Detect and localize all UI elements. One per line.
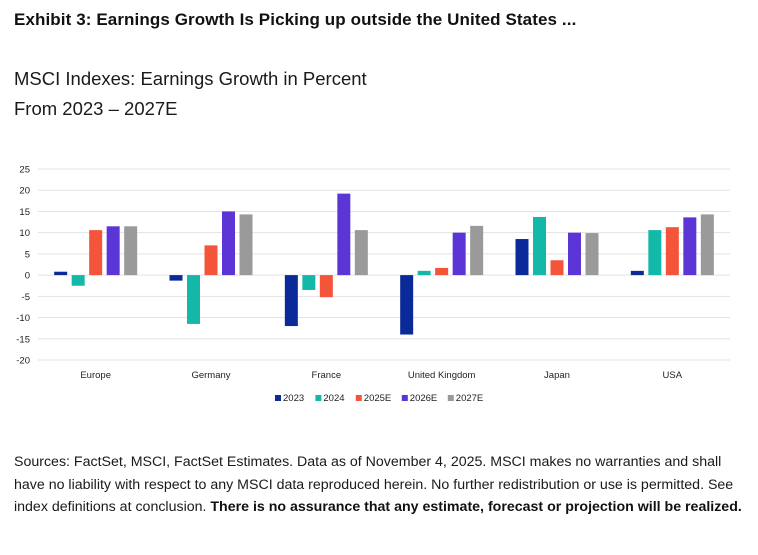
y-tick-label: -5 (22, 292, 30, 303)
legend-swatch (275, 395, 281, 401)
category-label: Europe (80, 370, 111, 381)
bar-2023 (284, 275, 298, 327)
footnote-disclaimer: There is no assurance that any estimate,… (210, 499, 742, 515)
y-axis-ticks: 25 20 15 10 5 0 -5 -10 -15 -20 (16, 165, 30, 367)
category-label: France (312, 370, 342, 381)
chart-subtitle-line2: From 2023 – 2027E (14, 98, 178, 119)
bar-2027e (354, 230, 368, 276)
sources-footnote: Sources: FactSet, MSCI, FactSet Estimate… (14, 451, 744, 519)
bar-2023 (630, 270, 644, 276)
legend-label: 2024 (323, 393, 344, 404)
bar-2023 (515, 239, 529, 276)
bar-2027e (470, 225, 484, 276)
bar-2024 (302, 275, 316, 290)
bar-2023 (54, 271, 68, 276)
bar-2027e (239, 214, 253, 276)
bar-2025e (550, 260, 564, 276)
y-tick-label: 10 (19, 228, 30, 239)
bar-2026e (106, 226, 120, 276)
bar-2024 (533, 216, 546, 276)
bar-2023 (400, 275, 414, 335)
bar-2025e (319, 275, 333, 298)
y-tick-label: 5 (25, 249, 30, 260)
bar-2024 (648, 230, 662, 276)
bar-2024 (417, 270, 431, 276)
y-tick-label: 15 (19, 207, 30, 218)
legend-label: 2026E (410, 393, 437, 404)
bar-2025e (435, 267, 449, 276)
bar-2026e (222, 211, 235, 276)
legend-swatch (447, 395, 454, 401)
y-tick-label: -20 (16, 356, 30, 367)
legend: 2023 2024 2025E 2026E 2027E (275, 393, 483, 404)
bar-2024 (71, 275, 85, 286)
legend-label: 2025E (364, 393, 391, 404)
category-labels: Europe Germany France United Kingdom Japan US… (80, 370, 682, 381)
category-label: USA (663, 370, 683, 381)
legend-swatch (355, 395, 362, 401)
y-tick-label: 25 (19, 165, 30, 176)
exhibit-title: Exhibit 3: Earnings Growth Is Picking up… (14, 10, 577, 29)
bar-2025e (89, 230, 103, 276)
bar-2026e (683, 217, 697, 276)
bar-2026e (568, 232, 581, 276)
category-label: Japan (544, 370, 570, 381)
bar-2026e (452, 232, 466, 276)
bar-2026e (337, 193, 351, 276)
bar-2027e (124, 226, 138, 276)
earnings-growth-chart: 25 20 15 10 5 0 -5 -10 -15 -20 Europe Germany Franc… (16, 165, 730, 404)
y-tick-label: 0 (25, 271, 30, 282)
bar-2023 (169, 275, 183, 281)
y-tick-label: -15 (16, 334, 30, 345)
category-label: United Kingdom (408, 370, 476, 381)
bars (54, 193, 714, 335)
legend-label: 2023 (283, 393, 304, 404)
legend-swatch (315, 395, 322, 401)
legend-swatch (401, 395, 408, 401)
legend-label: 2027E (456, 393, 483, 404)
y-tick-label: -10 (16, 313, 30, 324)
bar-2024 (187, 275, 200, 324)
category-label: Germany (191, 370, 230, 381)
bar-2025e (204, 245, 218, 276)
footnote-text: Sources: FactSet, MSCI, FactSet Estimate… (14, 454, 734, 515)
bar-2027e (585, 233, 599, 276)
gridlines (38, 168, 730, 361)
y-tick-label: 20 (19, 186, 30, 197)
bar-2025e (665, 227, 679, 276)
bar-2027e (700, 214, 714, 276)
chart-subtitle-line1: MSCI Indexes: Earnings Growth in Percent (14, 68, 367, 89)
